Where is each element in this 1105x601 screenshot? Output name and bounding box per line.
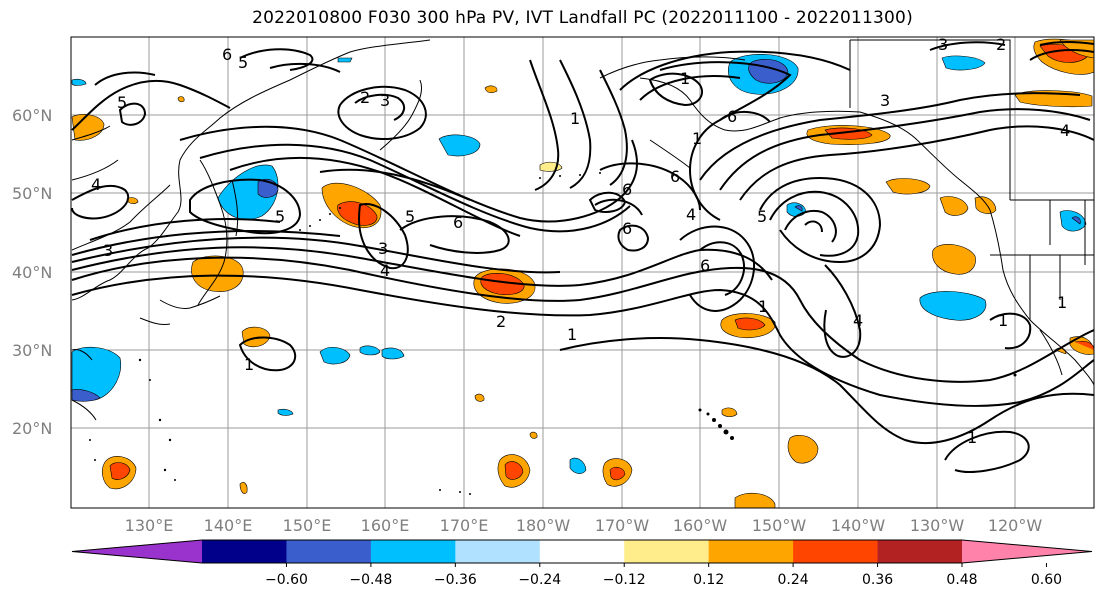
map-title: 2022010800 F030 300 hPa PV, IVT Landfall… [252,8,913,28]
contour-label: 1 [1057,293,1067,312]
latitude-labels: 60°N 50°N 40°N 30°N 20°N [12,106,52,438]
contour-label: 6 [622,180,632,199]
lon-label: 130°E [125,516,174,535]
lon-label: 140°W [831,516,886,535]
lon-label: 150°E [283,516,332,535]
colorbar-tick-label: −0.12 [603,572,646,588]
colorbar-segment [624,540,710,563]
colorbar-outline [71,539,1093,564]
colorbar-segment [455,540,541,563]
contour-label: 1 [998,311,1008,330]
colorbar-segment [539,540,625,563]
contour-label: 1 [567,325,577,344]
contour-label: 4 [686,205,696,224]
lat-label: 50°N [12,184,52,203]
colorbar-tick-label: 0.36 [862,572,893,588]
colorbar-tick-label: −0.36 [434,572,477,588]
island-dots [89,172,1017,495]
lat-label: 40°N [12,263,52,282]
contour-label: 6 [670,167,680,186]
lon-label: 160°E [361,516,410,535]
colorbar-extension-low [72,540,202,563]
contour-labels: 6 5 2 3 5 1 4 3 5 6 5 3 4 6 6 6 4 6 5 6 … [91,35,1070,447]
contour-label: 5 [238,53,248,72]
lat-label: 30°N [12,341,52,360]
colorbar-tick-label: −0.24 [518,572,561,588]
contour-label: 4 [853,311,863,330]
contour-label: 2 [996,35,1006,54]
contour-label: 6 [222,45,232,64]
colorbar-segment [370,540,456,563]
contour-label: 6 [727,107,737,126]
colorbar-tick-label: 0.24 [778,572,809,588]
contour-label: 1 [680,69,690,88]
contour-label: 4 [91,175,101,194]
lon-label: 120°W [988,516,1043,535]
colorbar-tick-label: −0.48 [349,572,392,588]
pv-contours [71,40,1094,473]
lat-label: 20°N [12,419,52,438]
lon-label: 130°W [910,516,965,535]
lon-label: 170°E [440,516,489,535]
contour-label: 4 [1060,121,1070,140]
lon-label: 180°W [516,516,571,535]
contour-label: 5 [275,207,285,226]
contour-label: 1 [244,355,254,374]
lon-label: 150°W [752,516,807,535]
contour-label: 1 [758,297,768,316]
contour-label: 6 [700,256,710,275]
colorbar-segment [708,540,794,563]
colorbar-tick-label: 0.48 [946,572,977,588]
colorbar-tick-label: 0.60 [1031,572,1062,588]
contour-label: 6 [622,219,632,238]
contour-label: 3 [380,91,390,110]
contour-label: 2 [496,312,506,331]
contour-label: 4 [380,261,390,280]
contour-label: 3 [880,91,890,110]
contour-label: 3 [103,241,113,260]
contour-label: 1 [967,428,977,447]
colorbar-tick-label: −0.60 [265,572,308,588]
lon-label: 140°E [204,516,253,535]
lon-label: 160°W [673,516,728,535]
colorbar: −0.60 −0.48 −0.36 −0.24 −0.12 0.12 0.24 0.36 0.4… [71,539,1093,588]
colorbar-extension-high [962,540,1092,563]
contour-label: 5 [117,93,127,112]
contour-label: 3 [378,239,388,258]
positive-anomaly-fills [71,38,1094,508]
contour-label: 2 [360,88,370,107]
longitude-labels: 130°E 140°E 150°E 160°E 170°E 180°W 170°… [125,516,1043,535]
colorbar-segment [286,540,372,563]
map-frame [70,36,1095,509]
coastlines [71,39,1094,421]
colorbar-tick-label: 0.12 [693,572,724,588]
contour-label: 3 [938,35,948,54]
colorbar-segment [877,540,963,563]
contour-label: 5 [757,207,767,226]
colorbar-segment [202,540,287,563]
contour-label: 5 [405,207,415,226]
colorbar-segment [793,540,879,563]
lat-label: 60°N [12,106,52,125]
contour-label: 1 [692,129,702,148]
contour-label: 6 [453,213,463,232]
lon-label: 170°W [595,516,650,535]
contour-label: 1 [570,109,580,128]
